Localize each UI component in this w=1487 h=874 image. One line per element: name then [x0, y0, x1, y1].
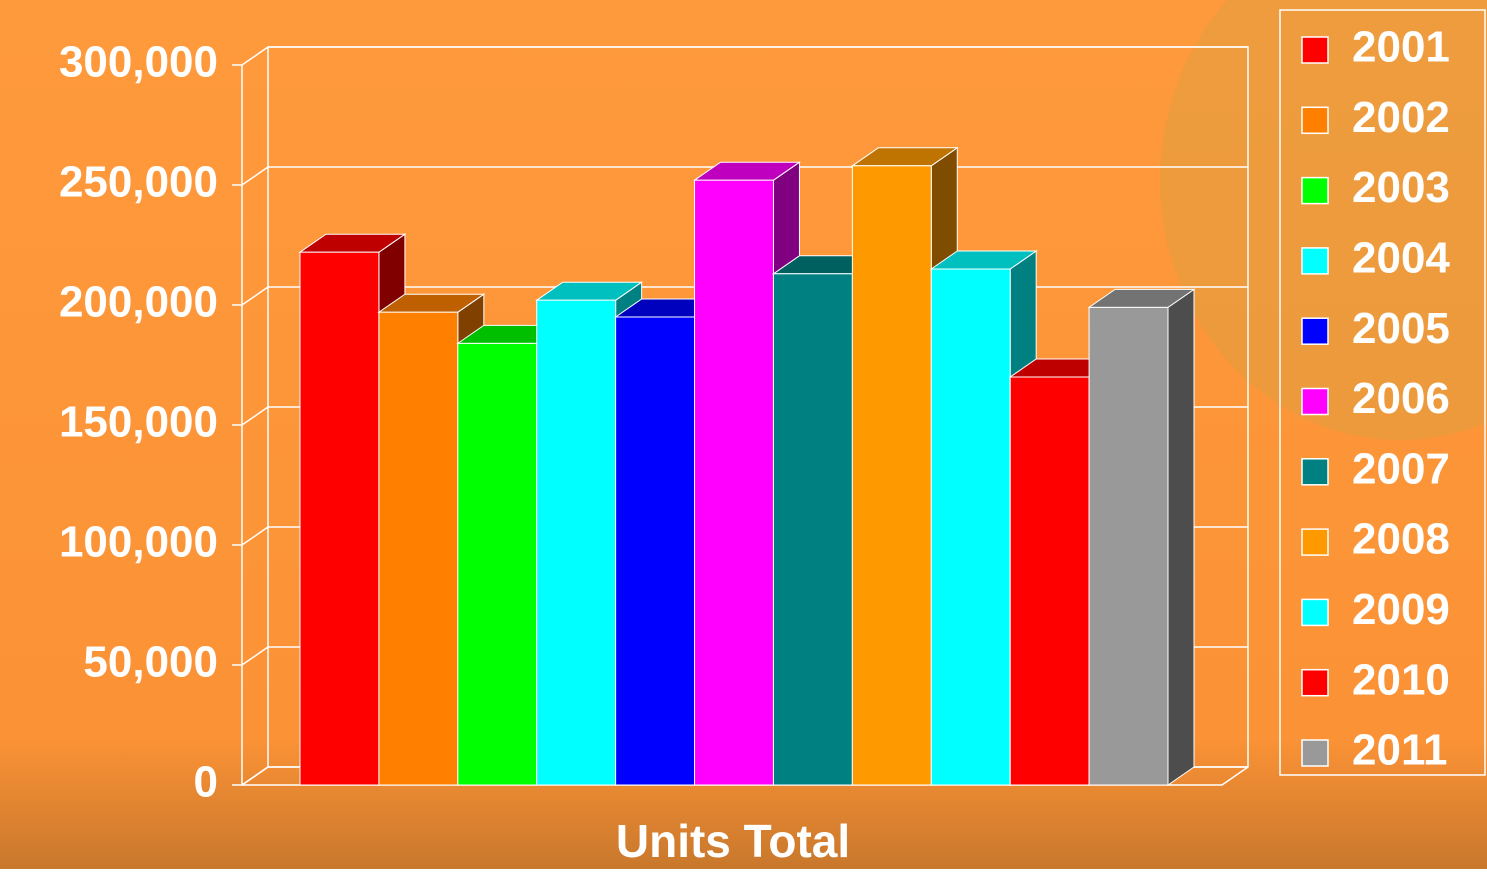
chart: 0 50,000 100,000 150,000 200,000 250,000 300,0…	[0, 0, 1487, 869]
bar	[300, 252, 379, 785]
y-tick-label: 250,000	[59, 158, 218, 207]
bar	[616, 317, 695, 785]
legend-swatch	[1302, 740, 1328, 766]
bar	[695, 180, 774, 785]
legend-label: 2011	[1352, 726, 1447, 775]
legend-swatch	[1302, 670, 1328, 696]
legend-label: 2002	[1352, 93, 1450, 142]
y-tick-label: 50,000	[83, 638, 218, 687]
legend-label: 2004	[1352, 234, 1450, 283]
legend-swatch	[1302, 318, 1328, 344]
x-category-label: Units Total	[616, 815, 850, 867]
y-tick-label: 0	[194, 758, 218, 807]
legend-label: 2007	[1352, 444, 1450, 493]
legend-swatch	[1302, 178, 1328, 204]
legend-label: 2006	[1352, 374, 1450, 423]
bar	[379, 312, 458, 785]
bar	[852, 166, 931, 785]
y-tick-label: 200,000	[59, 278, 218, 327]
y-tick-label: 300,000	[59, 38, 218, 87]
bar	[1089, 307, 1168, 785]
y-tick-label: 100,000	[59, 518, 218, 567]
bar	[931, 269, 1010, 785]
legend-label: 2003	[1352, 163, 1450, 212]
legend-label: 2010	[1352, 655, 1450, 704]
y-tick-label: 150,000	[59, 398, 218, 447]
legend-swatch	[1302, 389, 1328, 415]
bar-side	[1168, 289, 1194, 785]
page: {"chart_data": {"type": "bar3d", "catego…	[0, 0, 1487, 869]
legend-swatch	[1302, 107, 1328, 133]
legend-label: 2005	[1352, 304, 1450, 353]
legend-label: 2009	[1352, 585, 1450, 634]
bar	[1010, 377, 1089, 785]
legend-swatch	[1302, 529, 1328, 555]
legend-swatch	[1302, 37, 1328, 63]
legend-swatch	[1302, 248, 1328, 274]
legend-label: 2001	[1352, 23, 1450, 72]
legend-swatch	[1302, 459, 1328, 485]
legend-swatch	[1302, 599, 1328, 625]
legend-label: 2008	[1352, 515, 1450, 564]
bar	[458, 343, 537, 785]
bar	[773, 274, 852, 785]
bar	[537, 300, 616, 785]
